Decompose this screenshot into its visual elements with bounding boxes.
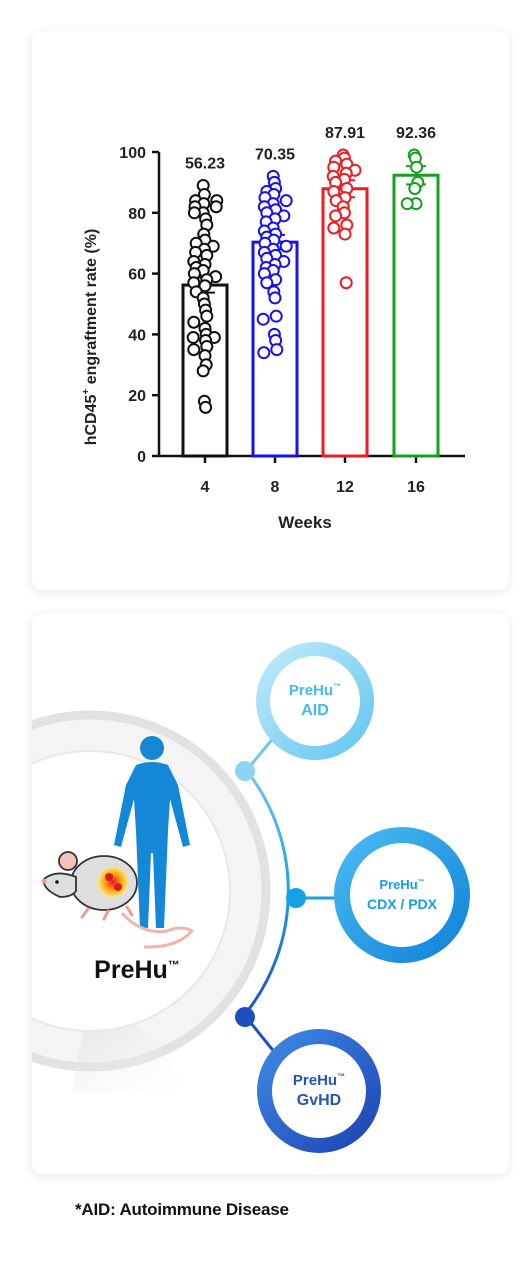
point-week-8-31 [260, 276, 274, 290]
node-gvhd-line1: PreHu [293, 1072, 337, 1089]
chart-card: 0 20 40 60 80 100 4 8 12 16 56.23 70.35 87.91 92.36 … [32, 31, 509, 590]
node-gvhd-tm: ™ [337, 1072, 345, 1081]
x-tick-label-12: 12 [336, 479, 354, 496]
point-week-4-31 [200, 309, 214, 323]
point-week-16-6 [400, 197, 414, 211]
node-prehu-aid[interactable]: PreHu™ AID [256, 642, 374, 760]
connector-dot-cdx [286, 888, 306, 908]
point-week-4-42 [196, 364, 210, 378]
connector-dot-gvhd [235, 1007, 255, 1027]
point-week-4-39 [187, 343, 201, 357]
point-week-8-38 [270, 343, 284, 357]
prehu-diagram: PreHu™ PreHu™ AID PreHu™ CDX / PDX PreHu… [32, 642, 470, 1153]
y-tick-label-20: 20 [128, 388, 146, 405]
svg-text:PreHu™: PreHu™ [293, 1072, 345, 1089]
y-tick-label-0: 0 [137, 449, 146, 466]
node-cdx-tm: ™ [418, 879, 425, 886]
x-tick-label-16: 16 [407, 479, 425, 496]
prehu-center-label: PreHu™ [94, 956, 180, 984]
point-week-4-6 [209, 200, 223, 214]
chart-points [186, 148, 425, 414]
y-tick-label-40: 40 [128, 327, 146, 344]
y-axis-title-main: hCD45 [83, 395, 100, 446]
point-week-4-32 [187, 315, 201, 329]
human-silhouette-icon [114, 736, 190, 928]
svg-text:PreHu™: PreHu™ [379, 877, 424, 892]
x-tick-label-4: 4 [201, 479, 210, 496]
point-week-12-19 [338, 227, 352, 241]
node-cdx-line1: PreHu [379, 877, 417, 892]
node-aid-line1: PreHu [289, 682, 333, 699]
prehu-brand: PreHu [94, 956, 168, 984]
node-aid-line2: AID [301, 702, 329, 719]
value-label-week-8: 70.35 [255, 146, 295, 163]
prehu-diagram-card: PreHu™ PreHu™ AID PreHu™ CDX / PDX PreHu… [32, 613, 509, 1174]
x-tick-label-8: 8 [271, 479, 280, 496]
x-axis-title: Weeks [278, 513, 332, 532]
point-week-8-34 [269, 309, 283, 323]
point-week-12-18 [327, 221, 341, 235]
y-tick-label-80: 80 [128, 206, 146, 223]
node-cdx-line2: CDX / PDX [367, 896, 438, 912]
value-label-week-4: 56.23 [185, 155, 225, 172]
chart-axes: 0 20 40 60 80 100 4 8 12 16 [119, 145, 465, 496]
point-week-8-39 [257, 346, 271, 360]
footnote: *AID: Autoimmune Disease [75, 1200, 289, 1219]
node-gvhd-line2: GvHD [297, 1092, 341, 1109]
point-week-8-35 [256, 312, 270, 326]
connector-dot-aid [235, 761, 255, 781]
point-week-12-20 [339, 276, 353, 290]
point-week-16-2 [410, 160, 424, 174]
point-week-4-26 [198, 279, 212, 293]
y-axis-title-sup: + [81, 389, 92, 395]
point-week-8-6 [279, 194, 293, 208]
y-tick-label-100: 100 [119, 145, 146, 162]
y-tick-label-60: 60 [128, 267, 146, 284]
y-axis-title: hCD45+ engraftment rate (%) [81, 229, 100, 446]
node-prehu-cdx-pdx[interactable]: PreHu™ CDX / PDX [334, 827, 470, 963]
point-week-4-35 [186, 330, 200, 344]
chart-labels: 56.23 70.35 87.91 92.36 [185, 125, 436, 172]
point-week-4-44 [199, 400, 213, 414]
y-axis-title-rest: engraftment rate (%) [83, 229, 100, 389]
value-label-week-16: 92.36 [396, 125, 436, 142]
value-label-week-12: 87.91 [325, 125, 365, 142]
point-week-12-16 [329, 209, 343, 223]
point-week-8-33 [268, 291, 282, 305]
mouse-icon [41, 851, 195, 949]
point-week-4-8 [187, 206, 201, 220]
svg-text:PreHu™: PreHu™ [289, 682, 341, 699]
node-aid-tm: ™ [333, 682, 341, 691]
point-week-8-20 [279, 239, 293, 253]
bar-week-16 [392, 173, 440, 458]
point-week-16-4 [408, 181, 422, 195]
prehu-tm: ™ [168, 958, 180, 972]
node-prehu-gvhd[interactable]: PreHu™ GvHD [257, 1029, 381, 1153]
